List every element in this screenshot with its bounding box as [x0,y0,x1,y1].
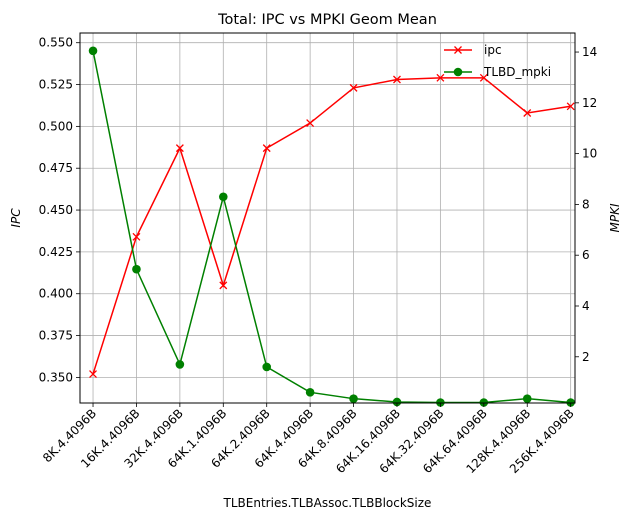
legend-item-TLBD_mpki: TLBD_mpki [444,65,551,79]
data-point [523,109,532,117]
data-point [306,119,315,127]
legend-marker [454,46,462,54]
y-tick-label: 0.400 [39,287,73,301]
data-point [175,144,184,153]
series-line-ipc [92,77,571,375]
data-point [479,398,489,407]
y-ticks: 0.350 0.375 0.400 0.425 0.450 0.475 0.500 0.525… [39,36,80,384]
series-line-TLBD_mpki [92,50,571,404]
data-point [392,397,402,407]
data-point [262,144,271,153]
series-TLBD_mpki [88,46,575,407]
data-point [89,370,97,379]
data-point [349,394,358,403]
data-point [218,192,228,202]
y-tick-label: 0.475 [39,161,73,175]
data-point [566,398,575,407]
y-axis-label: IPC [9,208,23,228]
data-point [566,102,575,111]
data-point [262,362,272,372]
y2-tick-label: 2 [582,350,590,364]
x-axis-label: TLBEntries.TLBAssoc.TLBBlockSize [223,496,432,510]
legend: ipc TLBD_mpki [444,43,551,79]
y2-tick-label: 8 [582,197,590,211]
data-point [479,73,488,82]
data-point [349,83,358,92]
series-ipc [89,73,575,379]
data-point [175,360,185,369]
data-point [132,264,141,274]
data-point [219,281,228,290]
y2-ticks: 2 4 6 8 10 12 14 [575,45,597,364]
y-tick-label: 0.500 [39,119,73,133]
y-tick-label: 0.375 [39,329,73,343]
grid [80,33,575,403]
y-tick-label: 0.450 [39,203,73,217]
y2-tick-label: 14 [582,45,597,59]
data-point [88,46,98,56]
data-point [436,73,445,82]
y2-tick-label: 6 [582,248,590,262]
data-point [305,388,315,397]
chart-title: Total: IPC vs MPKI Geom Mean [217,12,437,28]
data-point [393,75,401,84]
plot-frame [79,32,576,404]
y-tick-label: 0.350 [39,370,73,384]
legend-label: ipc [484,43,502,57]
y2-tick-label: 10 [582,147,597,161]
series-layer [88,46,575,407]
y-tick-label: 0.550 [39,36,73,50]
data-point [436,398,445,407]
x-ticks: 8K.4.4096B16K.4.4096B32K.4.4096B64K.1.40… [40,403,577,476]
y-tick-label: 0.425 [39,245,73,259]
legend-item-ipc: ipc [444,43,502,57]
data-point [132,232,141,241]
y2-tick-label: 12 [582,96,597,110]
y2-axis-label: MPKI [608,203,622,232]
y-tick-label: 0.525 [39,78,73,92]
y2-tick-label: 4 [582,299,590,313]
legend-marker [453,67,463,77]
legend-label: TLBD_mpki [483,65,551,79]
data-point [522,394,532,403]
